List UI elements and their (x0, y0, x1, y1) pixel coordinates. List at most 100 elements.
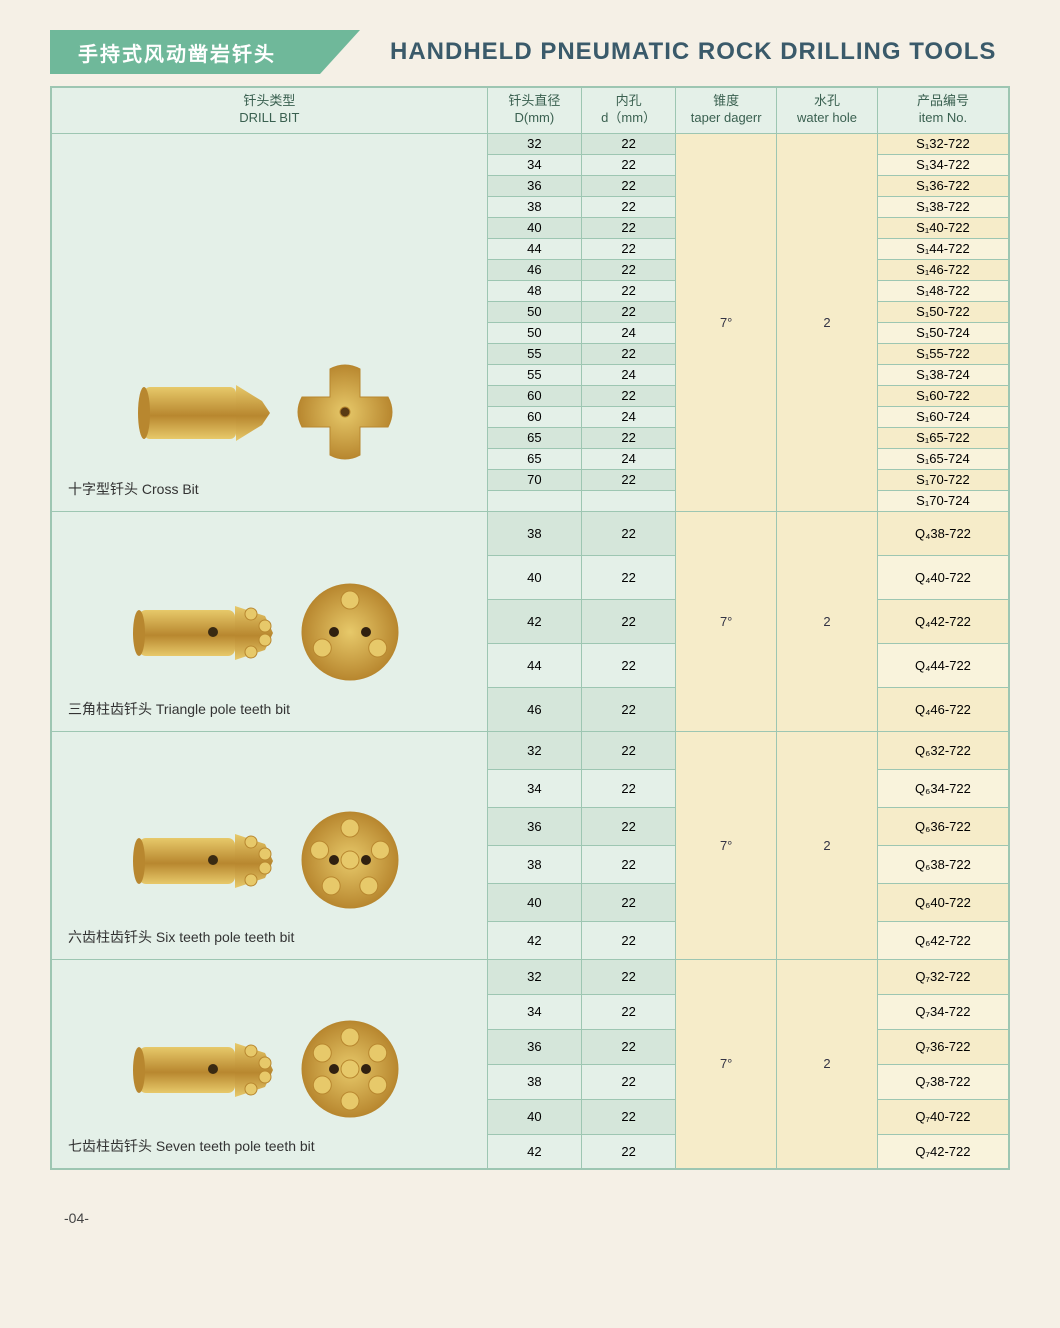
drillbit-label: 六齿柱齿钎头 Six teeth pole teeth bit (68, 927, 294, 947)
cell-itemno: Q₄38-722 (877, 511, 1009, 555)
cell-innerhole: 22 (582, 1064, 676, 1099)
cell-itemno: Q₇32-722 (877, 959, 1009, 994)
cell-itemno: S₁50-722 (877, 301, 1009, 322)
cell-innerhole (582, 490, 676, 511)
cell-diameter: 38 (487, 1064, 581, 1099)
cell-innerhole: 22 (582, 343, 676, 364)
cell-taper: 7° (676, 959, 777, 1169)
cell-diameter: 60 (487, 406, 581, 427)
cell-diameter: 40 (487, 555, 581, 599)
cell-itemno: Q₆34-722 (877, 769, 1009, 807)
cell-innerhole: 22 (582, 769, 676, 807)
cell-innerhole: 22 (582, 217, 676, 238)
drillbit-label: 七齿柱齿钎头 Seven teeth pole teeth bit (68, 1136, 315, 1156)
cell-innerhole: 22 (582, 959, 676, 994)
th-innerhole: 内孔d（mm） (582, 87, 676, 133)
cell-innerhole: 22 (582, 599, 676, 643)
cell-innerhole: 22 (582, 385, 676, 406)
cell-diameter: 38 (487, 511, 581, 555)
cell-innerhole: 22 (582, 1029, 676, 1064)
th-waterhole: 水孔water hole (777, 87, 878, 133)
cell-innerhole: 22 (582, 687, 676, 731)
table-row: 六齿柱齿钎头 Six teeth pole teeth bit32227°2Q₆… (51, 731, 1009, 769)
th-diameter: 钎头直径D(mm) (487, 87, 581, 133)
title-chinese: 手持式风动凿岩钎头 (50, 30, 320, 74)
cell-itemno: S₁34-722 (877, 154, 1009, 175)
cell-itemno: S₁70-722 (877, 469, 1009, 490)
cell-innerhole: 22 (582, 731, 676, 769)
table-header-row: 钎头类型DRILL BIT 钎头直径D(mm) 内孔d（mm） 锥度taper … (51, 87, 1009, 133)
cell-diameter: 55 (487, 343, 581, 364)
cell-taper: 7° (676, 511, 777, 731)
cell-itemno: S₁65-724 (877, 448, 1009, 469)
cell-itemno: Q₆36-722 (877, 807, 1009, 845)
cell-itemno: Q₇42-722 (877, 1134, 1009, 1169)
cell-itemno: S₁48-722 (877, 280, 1009, 301)
drillbit-cell-seven-teeth-pole-teeth-bit: 七齿柱齿钎头 Seven teeth pole teeth bit (51, 959, 487, 1169)
th-itemno: 产品编号item No. (877, 87, 1009, 133)
cell-innerhole: 22 (582, 994, 676, 1029)
cell-itemno: S₁50-724 (877, 322, 1009, 343)
cell-itemno: S₁40-722 (877, 217, 1009, 238)
cell-diameter: 70 (487, 469, 581, 490)
cell-diameter: 42 (487, 1134, 581, 1169)
cell-taper: 7° (676, 731, 777, 959)
title-english: HANDHELD PNEUMATIC ROCK DRILLING TOOLS (320, 30, 996, 74)
cell-itemno: S₁38-724 (877, 364, 1009, 385)
cell-waterhole: 2 (777, 731, 878, 959)
cell-diameter: 38 (487, 845, 581, 883)
cell-innerhole: 22 (582, 280, 676, 301)
cell-innerhole: 22 (582, 555, 676, 599)
cell-itemno: S₁60-722 (877, 385, 1009, 406)
cell-itemno: Q₄44-722 (877, 643, 1009, 687)
cell-innerhole: 22 (582, 1134, 676, 1169)
drillbit-cell-triangle-pole-teeth-bit: 三角柱齿钎头 Triangle pole teeth bit (51, 511, 487, 731)
cell-diameter: 32 (487, 731, 581, 769)
cell-innerhole: 22 (582, 469, 676, 490)
cell-innerhole: 22 (582, 154, 676, 175)
cell-innerhole: 22 (582, 259, 676, 280)
table-row: 七齿柱齿钎头 Seven teeth pole teeth bit32227°2… (51, 959, 1009, 994)
cell-innerhole: 24 (582, 364, 676, 385)
cell-itemno: S₁55-722 (877, 343, 1009, 364)
cell-itemno: Q₇40-722 (877, 1099, 1009, 1134)
cell-innerhole: 24 (582, 448, 676, 469)
cell-innerhole: 22 (582, 883, 676, 921)
cell-innerhole: 22 (582, 301, 676, 322)
cell-itemno: Q₇36-722 (877, 1029, 1009, 1064)
cell-diameter: 50 (487, 301, 581, 322)
cell-diameter: 36 (487, 175, 581, 196)
drillbit-cell-six-teeth-pole-teeth-bit: 六齿柱齿钎头 Six teeth pole teeth bit (51, 731, 487, 959)
cell-itemno: Q₄46-722 (877, 687, 1009, 731)
page-header: 手持式风动凿岩钎头 HANDHELD PNEUMATIC ROCK DRILLI… (50, 30, 1010, 74)
cell-itemno: S₁36-722 (877, 175, 1009, 196)
drill-bit-table: 钎头类型DRILL BIT 钎头直径D(mm) 内孔d（mm） 锥度taper … (50, 86, 1010, 1170)
cell-diameter: 55 (487, 364, 581, 385)
cell-innerhole: 22 (582, 427, 676, 448)
cell-innerhole: 22 (582, 196, 676, 217)
cell-diameter: 34 (487, 994, 581, 1029)
cell-diameter: 50 (487, 322, 581, 343)
cell-diameter: 65 (487, 448, 581, 469)
cell-itemno: S₁65-722 (877, 427, 1009, 448)
cell-diameter: 38 (487, 196, 581, 217)
cell-innerhole: 22 (582, 133, 676, 154)
cell-diameter: 46 (487, 687, 581, 731)
cell-waterhole: 2 (777, 133, 878, 511)
cell-innerhole: 24 (582, 406, 676, 427)
cell-itemno: S₁60-724 (877, 406, 1009, 427)
cell-waterhole: 2 (777, 511, 878, 731)
cell-diameter: 44 (487, 643, 581, 687)
cell-diameter: 46 (487, 259, 581, 280)
cell-diameter: 42 (487, 599, 581, 643)
cell-innerhole: 22 (582, 921, 676, 959)
cell-itemno: S₁70-724 (877, 490, 1009, 511)
cell-diameter: 32 (487, 133, 581, 154)
table-row: 三角柱齿钎头 Triangle pole teeth bit38227°2Q₄3… (51, 511, 1009, 555)
cell-diameter: 36 (487, 807, 581, 845)
cell-innerhole: 22 (582, 511, 676, 555)
cell-diameter: 34 (487, 769, 581, 807)
cell-diameter: 36 (487, 1029, 581, 1064)
drillbit-label: 三角柱齿钎头 Triangle pole teeth bit (68, 699, 290, 719)
cell-itemno: Q₄42-722 (877, 599, 1009, 643)
